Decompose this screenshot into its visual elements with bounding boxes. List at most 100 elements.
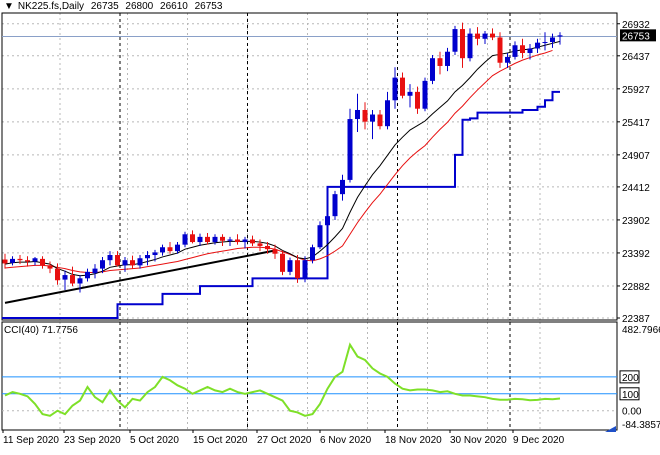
price-tick-label: 23902 [622,216,650,227]
candle [212,234,218,245]
candle [332,190,338,221]
cci-line [4,342,561,417]
time-tick-label: 11 Sep 2020 [3,435,59,446]
trendline [4,249,276,304]
candle-body [355,109,360,120]
candle [182,231,188,248]
candle [467,28,473,62]
candle [520,38,525,59]
candle [415,86,420,114]
candle-body [430,58,435,81]
candle-body [242,239,248,243]
candle-body [130,260,135,266]
candle-body [385,100,390,127]
candle-body [542,42,548,44]
candle-body [280,253,285,272]
ma-slow-line [4,49,553,273]
candle-body [145,255,150,259]
cci-group [2,342,617,417]
candle [100,256,105,274]
candle-body [167,247,173,252]
candle [257,239,263,252]
candle-body [40,258,45,266]
candle-body [302,260,308,279]
low-value: 26610 [160,1,188,12]
open-value: 26735 [90,1,119,12]
candle-body [557,35,563,37]
candle [175,242,180,254]
header-arrow-icon[interactable]: ▼ [4,1,14,12]
cci-axis-label: -84.3857 [622,420,660,431]
price-tick-label: 22387 [622,314,650,325]
candle [2,253,8,269]
candle-body [175,244,180,252]
candle-body [190,234,195,243]
price-tick-label: 22882 [622,282,650,293]
candle-body [70,275,75,284]
candle-body [92,268,98,274]
candle-body [47,265,53,269]
candles [2,22,563,293]
ma-slow-group [4,49,553,273]
candle-body [392,77,398,101]
cci-panel-frame [1,321,618,431]
candle [280,250,285,276]
price-tick-label: 25927 [622,85,650,96]
cci-label: CCI(40) 71.7756 [4,325,78,336]
cci-axis-label: 0.00 [622,407,642,418]
donchian-line [2,90,560,319]
candle-body [347,119,353,180]
candle-body [197,236,203,243]
candle [242,236,248,249]
candle [145,251,150,266]
candle-body [325,216,330,226]
price-tick-label: 25417 [622,118,650,129]
price-tick-label: 23392 [622,249,650,260]
candle [400,72,405,99]
candle [362,102,368,130]
candle-body [407,91,413,96]
candle-body [370,114,375,122]
candle [422,77,428,112]
candle [317,221,323,250]
candle [527,43,533,60]
candle-body [535,42,540,49]
candle [235,234,240,245]
close-value: 26753 [194,1,223,12]
candle-body [505,56,510,63]
candle [295,255,300,283]
panel-frames [1,12,618,431]
candle [40,256,45,269]
candle [302,256,308,283]
candle-body [227,239,233,241]
candle [10,256,15,266]
candle [475,27,480,46]
cci-header: CCI(40) 71.7756 [4,325,82,336]
candle-body [550,37,555,43]
time-tick-label: 5 Oct 2020 [130,435,179,446]
candle [160,244,165,256]
candle-body [490,33,495,38]
candle [497,32,503,68]
candle [77,275,83,293]
candle [70,266,75,287]
time-axis: 11 Sep 2020 23 Sep 2020 5 Oct 2020 15 Oct 2… [2,426,616,446]
time-tick-label: 6 Nov 2020 [320,435,372,446]
candle [287,257,293,276]
candle [340,174,345,201]
cci-axis-label: 482.7966 [622,325,660,336]
candle-body [527,48,533,54]
candle-body [257,243,263,246]
candle-body [212,236,218,243]
ma-fast-group [4,40,561,277]
candle-body [77,278,83,284]
candle [347,108,353,183]
candle-body [287,260,293,272]
candle [542,32,548,51]
candle-body [460,29,465,59]
candle [25,256,30,267]
candle [107,251,113,266]
candle [115,251,120,267]
candle-body [520,45,525,54]
candle-body [475,33,480,39]
